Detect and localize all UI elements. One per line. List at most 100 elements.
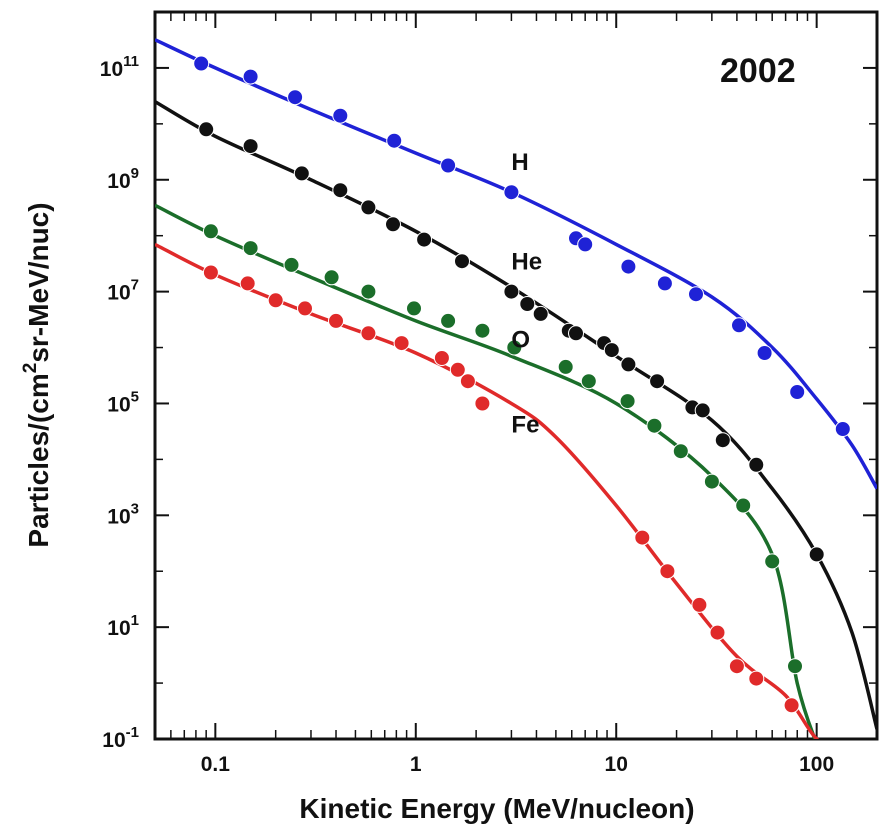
y-tick-label: 103 [107, 500, 139, 528]
fit-line-o [155, 203, 817, 739]
data-point-fe [297, 300, 313, 317]
data-point-fe [239, 275, 256, 292]
data-point-o [557, 358, 574, 375]
y-tick-label-base: 10 [100, 58, 123, 81]
data-point-he [649, 373, 666, 390]
x-axis-ticks: 0.1 1 10 100 [170, 12, 834, 776]
data-point-he [503, 283, 520, 300]
y-axis-title-main: Particles/(cm [23, 373, 54, 547]
data-point-h [440, 157, 457, 174]
data-point-fe [433, 350, 450, 366]
y-tick-label-exponent: 7 [131, 277, 139, 294]
y-tick-label: 105 [107, 388, 139, 416]
data-point-he [603, 342, 620, 359]
data-point-o [406, 300, 422, 317]
data-point-o [703, 473, 720, 490]
y-axis-title-superscript: 2 [20, 363, 41, 374]
data-point-h [656, 275, 673, 292]
data-point-h [193, 55, 210, 72]
data-point-fe [783, 697, 800, 714]
data-point-he [714, 432, 731, 449]
data-point-he [532, 305, 549, 322]
y-tick-label-exponent: 9 [131, 165, 139, 182]
data-point-o [242, 240, 259, 257]
y-tick-label-exponent: 3 [131, 500, 139, 517]
data-point-fe [659, 563, 676, 580]
y-tick-label: 107 [107, 277, 139, 305]
y-tick-label-exponent: -1 [126, 724, 139, 741]
data-point-h [386, 132, 403, 149]
data-point-h [756, 345, 773, 361]
data-point-he [385, 216, 401, 233]
y-tick-label-base: 10 [107, 170, 130, 193]
data-point-h [287, 89, 304, 106]
x-axis-title: Kinetic Energy (MeV/nucleon) [299, 793, 694, 824]
x-tick-label: 10 [605, 753, 628, 776]
data-point-he [293, 165, 310, 182]
data-point-o [283, 256, 300, 273]
data-point-h [242, 68, 259, 85]
data-point-o [474, 322, 491, 339]
y-axis-title-tail: sr-MeV/nuc) [23, 202, 54, 362]
data-point-he [568, 325, 584, 342]
data-point-o [764, 553, 781, 570]
y-tick-label: 10-1 [102, 724, 139, 752]
y-tick-label-exponent: 5 [131, 388, 139, 405]
data-point-he [694, 402, 711, 419]
series-label-o: O [511, 327, 530, 354]
data-point-h [731, 317, 747, 334]
series-h [155, 38, 877, 490]
series-o [155, 203, 817, 739]
data-point-h [503, 184, 520, 201]
y-tick-label-base: 10 [107, 505, 130, 528]
data-point-o [619, 393, 636, 410]
data-point-fe [728, 658, 745, 675]
data-point-he [454, 253, 470, 270]
data-point-fe [474, 395, 491, 412]
y-tick-label-base: 10 [102, 729, 125, 752]
data-point-o [506, 339, 523, 356]
y-tick-label: 109 [107, 165, 139, 193]
data-point-o [646, 417, 663, 434]
data-point-o [323, 269, 340, 286]
data-point-h [834, 421, 851, 437]
x-tick-label: 1 [410, 753, 422, 776]
x-tick-label: 100 [799, 753, 834, 776]
data-point-fe [459, 373, 476, 390]
data-point-o [202, 223, 219, 240]
series-label-h: H [511, 149, 528, 176]
data-point-he [332, 182, 349, 199]
data-point-fe [328, 312, 344, 329]
y-axis-title: Particles/(cm2sr-MeV/nuc) [20, 202, 54, 547]
data-point-o [440, 312, 457, 329]
data-point-o [735, 497, 752, 514]
series-fe [155, 242, 820, 739]
data-point-he [198, 121, 215, 138]
y-tick-label: 1011 [100, 53, 139, 81]
data-point-fe [634, 529, 651, 546]
data-point-fe [748, 670, 765, 687]
data-point-h [688, 286, 704, 303]
data-point-he [416, 231, 433, 248]
data-point-fe [449, 361, 466, 378]
y-tick-label: 101 [107, 612, 139, 640]
fit-line-h [155, 38, 877, 490]
fit-line-fe [155, 242, 820, 739]
data-point-he [519, 296, 536, 312]
data-point-fe [709, 624, 726, 641]
data-point-he [242, 138, 259, 155]
data-point-fe [360, 325, 377, 342]
data-point-fe [202, 264, 219, 281]
series-label-fe: Fe [511, 412, 539, 439]
data-point-fe [393, 335, 410, 352]
data-point-h [620, 258, 637, 275]
y-tick-label-exponent: 11 [123, 53, 139, 70]
series-he [155, 100, 877, 730]
plot-frame [153, 10, 879, 741]
y-tick-label-base: 10 [107, 282, 130, 305]
data-point-fe [267, 292, 284, 309]
data-point-fe [691, 596, 708, 613]
data-point-he [620, 356, 637, 373]
